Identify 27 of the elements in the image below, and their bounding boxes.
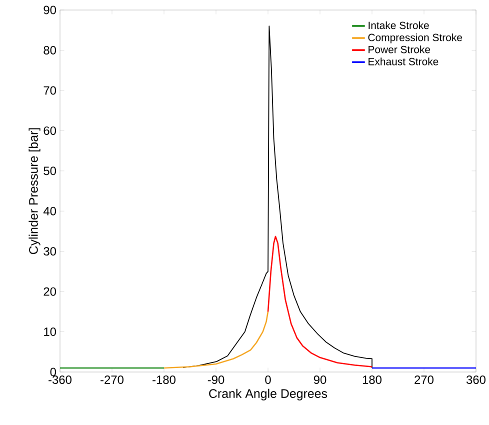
y-tick-label: 20 — [44, 287, 56, 296]
line-series — [163, 311, 269, 369]
legend-label: Power Stroke — [368, 46, 430, 54]
y-tick-label: 90 — [44, 6, 56, 14]
x-tick-label: -90 — [208, 376, 224, 384]
legend-label: Exhaust Stroke — [368, 58, 438, 66]
y-tick-label: 60 — [44, 126, 56, 135]
y-tick-label: 30 — [44, 247, 56, 256]
x-tick-label: 270 — [414, 376, 434, 384]
y-tick-label: 80 — [44, 46, 56, 54]
y-tick-label: 50 — [44, 166, 56, 176]
y-tick-label: 40 — [43, 206, 56, 216]
x-tick-label: 90 — [314, 376, 326, 384]
x-axis-title: Crank Angle Degrees — [209, 388, 328, 400]
x-tick-label: 360 — [466, 376, 486, 384]
legend-label: Intake Stroke — [368, 21, 429, 30]
y-axis-title: Cylinder Pressure [bar] — [28, 128, 40, 254]
x-tick-label: 180 — [362, 376, 382, 384]
x-tick-label: -180 — [152, 376, 176, 384]
y-tick-label: 10 — [44, 328, 56, 336]
y-tick-label: 70 — [44, 86, 56, 95]
line-series — [267, 236, 373, 368]
y-tick-label: 0 — [50, 368, 56, 376]
x-tick-label: -360 — [48, 376, 72, 384]
x-tick-label: -270 — [100, 376, 124, 384]
legend-label: Compression Stroke — [368, 34, 462, 44]
x-tick-label: 0 — [265, 376, 271, 384]
